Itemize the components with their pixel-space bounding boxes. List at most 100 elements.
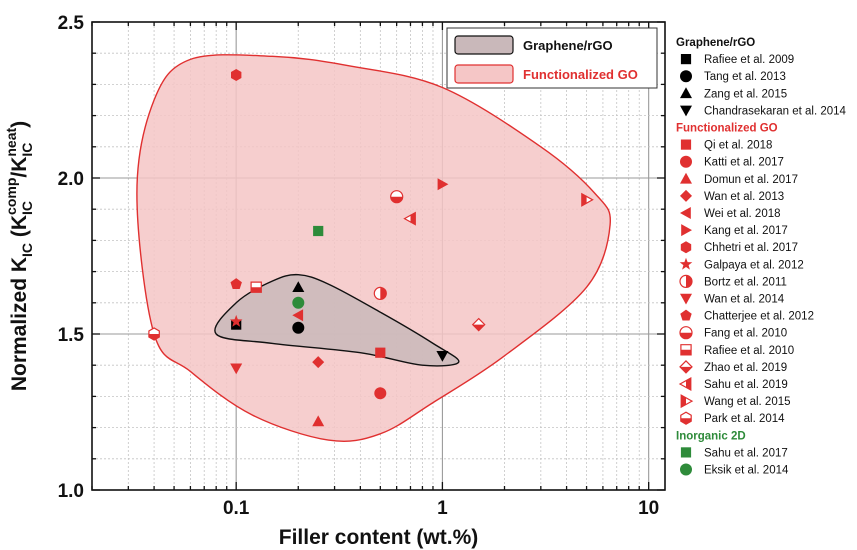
legend-label-park-et-al-2014: Park et al. 2014 bbox=[704, 413, 785, 425]
graphene-rgo-region bbox=[214, 273, 460, 367]
point-park-et-al-2014 bbox=[148, 327, 160, 341]
y-axis-label: Normalized KIC (KICcomp/KICneat) bbox=[3, 121, 35, 391]
point-bortz-et-al-2011 bbox=[373, 286, 387, 300]
inset-swatch-graphene-rgo bbox=[454, 35, 514, 55]
legend-label-wan-et-al-2014: Wan et al. 2014 bbox=[704, 294, 785, 306]
legend-marker-wan-et-al-2014 bbox=[680, 293, 692, 305]
y-tick-label: 1.5 bbox=[58, 325, 85, 346]
legend-label-domun-et-al-2017: Domun et al. 2017 bbox=[704, 174, 798, 186]
point-wang-et-al-2015 bbox=[581, 192, 594, 207]
inset-swatch-functionalized-go bbox=[454, 64, 514, 84]
legend-label-sahu-et-al-2017: Sahu et al. 2017 bbox=[704, 447, 788, 459]
legend-label-bortz-et-al-2011: Bortz et al. 2011 bbox=[704, 276, 787, 288]
point-domun-et-al-2017 bbox=[312, 415, 325, 427]
x-tick-label: 0.1 bbox=[223, 498, 250, 519]
legend-label-wei-et-al-2018: Wei et al. 2018 bbox=[704, 208, 781, 220]
point-galpaya-et-al-2012 bbox=[229, 314, 243, 327]
legend-marker-qi-et-al-2018 bbox=[680, 139, 692, 150]
point-wei-et-al-2018 bbox=[292, 309, 304, 322]
y-label-close: ) bbox=[8, 121, 31, 128]
point-chatterjee-et-al-2012 bbox=[230, 278, 242, 289]
y-label-open: (K bbox=[8, 215, 31, 243]
plot-frame bbox=[91, 21, 666, 491]
data-points bbox=[148, 69, 594, 427]
legend-label-fang-et-al-2010: Fang et al. 2010 bbox=[704, 328, 787, 340]
y-label-main: Normalized K bbox=[8, 257, 31, 391]
legend-marker-kang-et-al-2017 bbox=[681, 224, 692, 237]
point-tang-et-al-2013 bbox=[292, 321, 305, 334]
legend-marker-bortz-et-al-2011 bbox=[679, 274, 693, 288]
legend-marker-fang-et-al-2010 bbox=[679, 326, 693, 340]
legend-marker-wei-et-al-2018 bbox=[680, 207, 691, 219]
legend-label-zhao-et-al-2019: Zhao et al. 2019 bbox=[704, 362, 787, 374]
point-sahu-et-al-2017 bbox=[313, 225, 324, 237]
y-label-sub3: IC bbox=[19, 143, 35, 157]
inset-legend: Graphene/rGO Functionalized GO bbox=[446, 27, 658, 89]
legend-group-title: Functionalized GO bbox=[676, 123, 778, 135]
point-kang-et-al-2017 bbox=[437, 178, 449, 191]
point-chandrasekaran-et-al-2014 bbox=[436, 351, 449, 362]
point-wan-et-al-2013 bbox=[312, 356, 325, 369]
y-tick-label: 1.0 bbox=[58, 481, 84, 502]
tick-labels: 0.1 1 10 1.0 1.5 2.0 2.5 bbox=[58, 13, 660, 519]
legend-label-chatterjee-et-al-2012: Chatterjee et al. 2012 bbox=[704, 311, 814, 323]
legend-marker-chatterjee-et-al-2012 bbox=[680, 309, 692, 321]
legend-marker-tang-et-al-2013 bbox=[680, 70, 692, 83]
legend-label-kang-et-al-2017: Kang et al. 2017 bbox=[704, 225, 788, 237]
x-tick-label: 1 bbox=[437, 498, 448, 519]
y-tick-label: 2.5 bbox=[58, 13, 85, 34]
y-label-sup3: neat bbox=[3, 128, 19, 157]
legend-marker-rafiee-et-al-2010 bbox=[680, 344, 692, 356]
legend-marker-zang-et-al-2015 bbox=[680, 87, 692, 99]
legend-label-tang-et-al-2013: Tang et al. 2013 bbox=[704, 71, 786, 83]
legend-label-rafiee-et-al-2010: Rafiee et al. 2010 bbox=[704, 345, 794, 357]
inset-label-graphene-rgo: Graphene/rGO bbox=[523, 38, 613, 53]
legend-marker-chhetri-et-al-2017 bbox=[680, 241, 692, 254]
legend-marker-wan-et-al-2013 bbox=[680, 189, 692, 202]
point-rafiee-et-al-2010 bbox=[250, 281, 262, 293]
legend-label-galpaya-et-al-2012: Galpaya et al. 2012 bbox=[704, 259, 804, 271]
regions bbox=[136, 54, 612, 443]
legend-marker-sahu-et-al-2017 bbox=[680, 447, 692, 458]
y-label-slash: /K bbox=[8, 157, 31, 178]
legend-marker-katti-et-al-2017 bbox=[680, 155, 692, 168]
legend-label-qi-et-al-2018: Qi et al. 2018 bbox=[704, 140, 772, 152]
legend-marker-eksik-et-al-2014 bbox=[680, 463, 692, 476]
point-qi-et-al-2018 bbox=[375, 347, 386, 358]
legend: Graphene/rGO Rafiee et al. 2009 Tang et al… bbox=[676, 37, 847, 477]
legend-group-title: Inorganic 2D bbox=[676, 430, 746, 442]
legend-label-zang-et-al-2015: Zang et al. 2015 bbox=[704, 88, 787, 100]
axis-ticks bbox=[91, 21, 665, 491]
legend-label-sahu-et-al-2019: Sahu et al. 2019 bbox=[704, 379, 788, 391]
legend-label-wang-et-al-2015: Wang et al. 2015 bbox=[704, 396, 791, 408]
legend-label-rafiee-et-al-2009: Rafiee et al. 2009 bbox=[704, 54, 794, 66]
legend-label-eksik-et-al-2014: Eksik et al. 2014 bbox=[704, 465, 789, 477]
legend-group-title: Graphene/rGO bbox=[676, 37, 755, 49]
legend-marker-wang-et-al-2015 bbox=[680, 394, 694, 409]
x-axis-label: Filler content (wt.%) bbox=[279, 526, 479, 549]
legend-marker-domun-et-al-2017 bbox=[680, 172, 692, 184]
legend-label-wan-et-al-2013: Wan et al. 2013 bbox=[704, 191, 784, 203]
y-tick-label: 2.0 bbox=[58, 169, 84, 190]
point-katti-et-al-2017 bbox=[374, 387, 387, 400]
legend-marker-rafiee-et-al-2009 bbox=[680, 54, 692, 65]
legend-marker-zhao-et-al-2019 bbox=[679, 360, 693, 374]
legend-label-katti-et-al-2017: Katti et al. 2017 bbox=[704, 157, 784, 169]
point-chhetri-et-al-2017 bbox=[231, 69, 242, 81]
inset-label-functionalized-go: Functionalized GO bbox=[523, 67, 638, 82]
legend-label-chhetri-et-al-2017: Chhetri et al. 2017 bbox=[704, 242, 798, 254]
point-fang-et-al-2010 bbox=[390, 190, 404, 204]
point-zang-et-al-2015 bbox=[292, 281, 305, 292]
legend-marker-chandrasekaran-et-al-2014 bbox=[680, 105, 692, 117]
point-sahu-et-al-2019 bbox=[403, 211, 416, 226]
functionalized-go-region bbox=[136, 54, 612, 443]
legend-label-chandrasekaran-et-al-2014: Chandrasekaran et al. 2014 bbox=[704, 105, 847, 117]
y-label-sub1: IC bbox=[19, 243, 35, 257]
point-zhao-et-al-2019 bbox=[471, 317, 486, 332]
legend-marker-galpaya-et-al-2012 bbox=[679, 257, 693, 270]
point-eksik-et-al-2014 bbox=[292, 296, 305, 309]
y-label-sup2: comp bbox=[3, 178, 19, 215]
legend-marker-park-et-al-2014 bbox=[680, 411, 692, 425]
point-wan-et-al-2014 bbox=[230, 363, 243, 375]
